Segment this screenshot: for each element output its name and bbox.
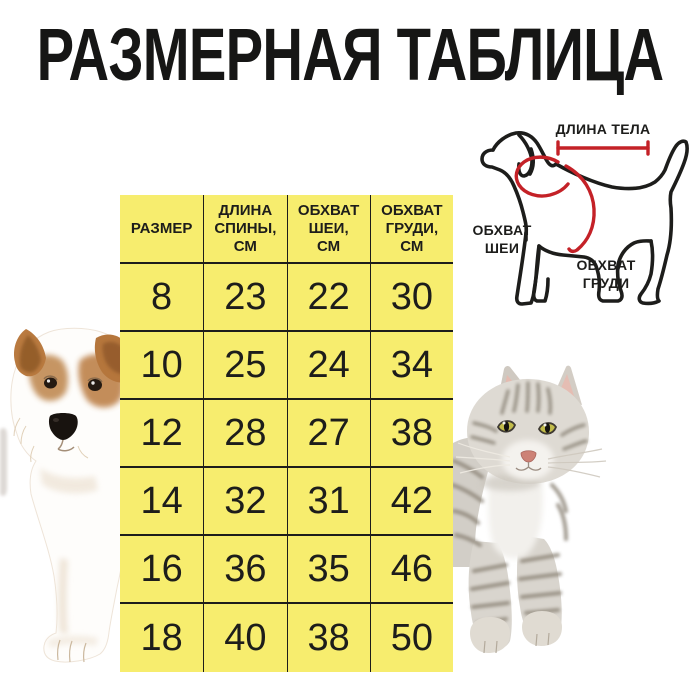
size-value-cell-r1c0: 10	[120, 332, 204, 400]
cat-nose	[520, 450, 537, 463]
neck-girth-label: ОБХВАТ ШЕИ	[472, 222, 532, 256]
size-value-cell-r0c0: 8	[120, 264, 204, 332]
column-header-0: РАЗМЕР	[120, 195, 204, 264]
cat-right-paw	[522, 611, 562, 646]
measure-value-cell-r2c3: 38	[369, 400, 453, 468]
cat-toe-lines	[483, 632, 550, 654]
measure-value-cell-r0c2: 22	[286, 264, 370, 332]
measure-value-cell-r5c3: 50	[369, 604, 453, 672]
dog-outline-icon	[480, 131, 689, 306]
dog-left-eye-glint	[46, 379, 51, 383]
size-value-cell-r5c0: 18	[140, 616, 183, 659]
cat-mouth	[515, 462, 542, 471]
measure-value-cell-r5c2: 38	[286, 604, 370, 672]
dog-nose-glint	[53, 418, 59, 422]
dog-left-ear-inner	[19, 335, 41, 373]
page-title: РАЗМЕРНАЯ ТАБЛИЦА	[36, 12, 664, 96]
measure-value-cell-r1c3: 34	[369, 332, 453, 400]
dog-fur-strokes	[13, 417, 89, 463]
body-length-label: ДЛИНА ТЕЛА	[555, 121, 651, 137]
cat-body-stripes	[451, 459, 568, 625]
dog-right-eye-glint	[91, 381, 95, 385]
dog-paw-shadow	[48, 635, 98, 648]
size-value-cell-r2c0: 12	[120, 400, 204, 468]
measure-value-cell-r4c2: 35	[286, 536, 370, 604]
dog-body	[10, 327, 126, 663]
measure-value-cell-r4c3: 46	[369, 536, 453, 604]
dog-measurement-diagram	[480, 131, 689, 306]
measure-value-cell-r0c1: 23	[203, 264, 287, 332]
dog-left-eyelid	[43, 375, 58, 381]
column-header-1: ДЛИНА СПИНЫ, СМ	[203, 195, 287, 264]
cat-whiskers	[455, 442, 607, 478]
measure-value-cell-r3c1: 32	[203, 468, 287, 536]
measure-value-cell-r3c2: 31	[286, 468, 370, 536]
column-header-3: ОБХВАТ ГРУДИ, СМ	[369, 195, 453, 264]
dog-mouth	[57, 439, 75, 452]
cat-face-stripes	[470, 381, 588, 451]
cat-left-pupil	[503, 421, 510, 432]
cat-peeking-photo	[451, 365, 607, 654]
chest-girth-arc	[564, 164, 596, 254]
size-table: РАЗМЕР ДЛИНА СПИНЫ, СМ ОБХВАТ ШЕИ, СМ ОБХВА…	[120, 195, 453, 672]
cat-left-paw	[470, 617, 510, 653]
dog-chest-shadow	[40, 468, 98, 494]
size-value-cell-r3c0: 14	[120, 468, 204, 536]
dog-right-eye	[88, 379, 102, 391]
measure-value-cell-r1c1: 25	[203, 332, 287, 400]
measure-value-cell-r2c1: 28	[203, 400, 287, 468]
cat-right-eye-glint	[543, 423, 547, 427]
size-value-cell-r4c0: 16	[120, 536, 204, 604]
measurement-marks	[514, 140, 650, 254]
dog-right-ear-inner	[102, 341, 123, 374]
neck-girth-arc	[514, 155, 570, 198]
cat-body	[453, 437, 495, 567]
measure-value-cell-r2c2: 27	[286, 400, 370, 468]
measure-value-cell-r1c2: 24	[286, 332, 370, 400]
measure-value-cell-r3c3: 42	[369, 468, 453, 536]
measure-value-cell-r4c1: 36	[203, 536, 287, 604]
dog-toe-lines	[57, 639, 87, 663]
dog-right-eyelid	[87, 377, 103, 383]
column-header-2: ОБХВАТ ШЕИ, СМ	[286, 195, 370, 264]
dog-left-eye	[44, 377, 57, 389]
dog-leg-shadow	[58, 558, 68, 634]
cat-left-eye-glint	[502, 421, 506, 425]
cat-head	[467, 379, 589, 484]
measure-value-cell-r5c1: 40	[203, 604, 286, 672]
dog-peeking-photo	[0, 327, 126, 663]
dog-far-ear	[0, 428, 7, 496]
measure-value-cell-r0c3: 30	[369, 264, 453, 332]
